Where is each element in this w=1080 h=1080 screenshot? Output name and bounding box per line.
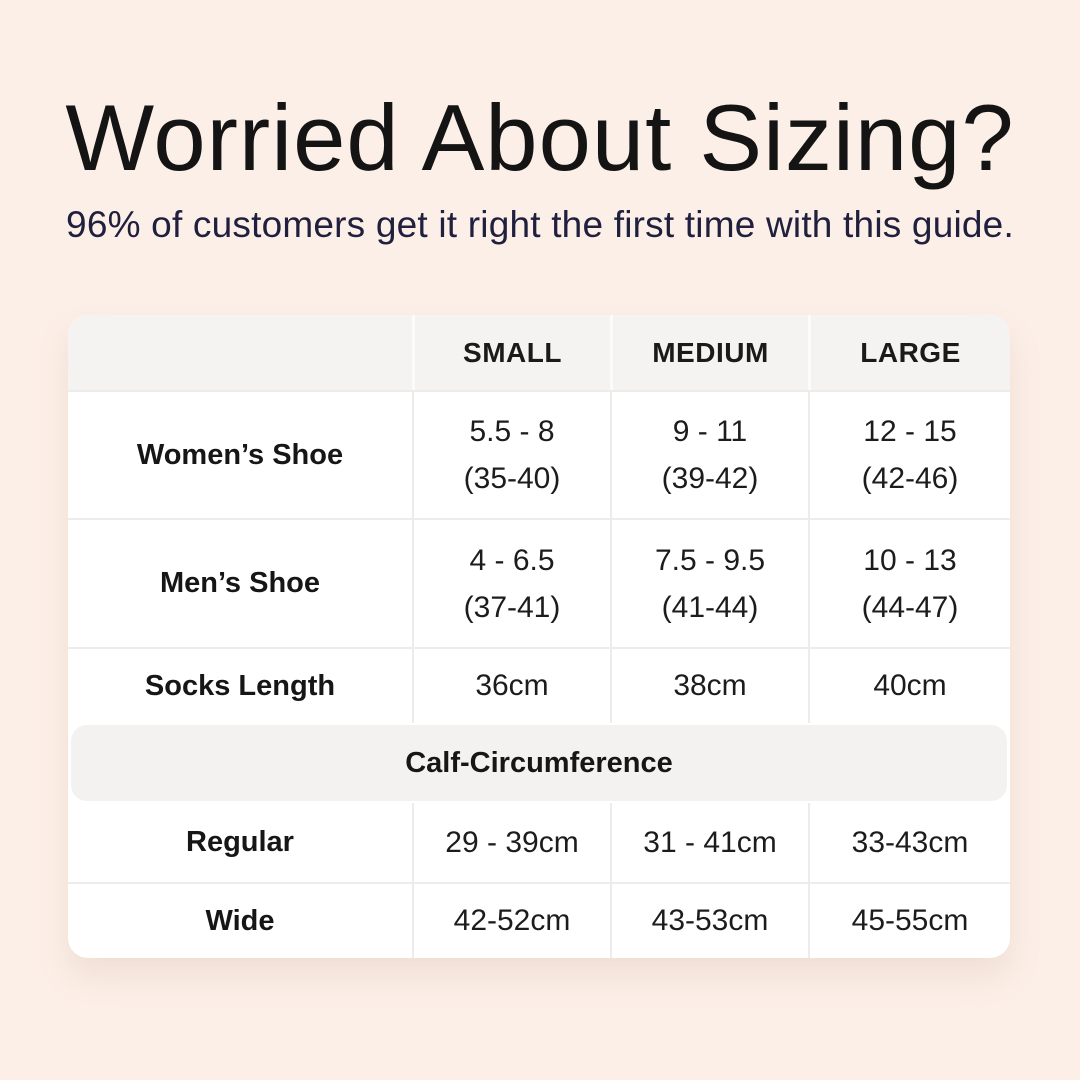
mens-shoe-small: 4 - 6.5 (37-41) xyxy=(412,518,610,647)
column-header-small: SMALL xyxy=(412,315,610,390)
row-label-wide: Wide xyxy=(68,882,412,958)
size-table-corner-cell xyxy=(68,315,412,390)
section-band-row: Calf-Circumference xyxy=(68,723,1010,803)
row-label-mens-shoe: Men’s Shoe xyxy=(68,518,412,647)
mens-shoe-medium: 7.5 - 9.5 (41-44) xyxy=(610,518,808,647)
column-header-medium: MEDIUM xyxy=(610,315,808,390)
shoe-size-eu: (41-44) xyxy=(661,590,759,624)
wide-calf-medium: 43-53cm xyxy=(610,882,808,958)
regular-calf-medium: 31 - 41cm xyxy=(610,803,808,882)
shoe-size-us: 10 - 13 xyxy=(863,543,957,577)
page-subtitle: 96% of customers get it right the first … xyxy=(66,204,1014,245)
shoe-size-eu: (44-47) xyxy=(861,590,959,624)
shoe-size-us: 5.5 - 8 xyxy=(469,415,555,448)
shoe-size-eu: (37-41) xyxy=(463,590,561,624)
shoe-size-eu: (42-46) xyxy=(861,462,959,495)
regular-calf-large: 33-43cm xyxy=(808,803,1010,882)
womens-shoe-medium: 9 - 11 (39-42) xyxy=(610,390,808,518)
wide-calf-small: 42-52cm xyxy=(412,882,610,958)
wide-calf-large: 45-55cm xyxy=(808,882,1010,958)
shoe-size-eu: (35-40) xyxy=(463,462,561,495)
row-label-regular: Regular xyxy=(186,826,294,858)
socks-length-small: 36cm xyxy=(412,647,610,723)
row-label-womens-shoe: Women’s Shoe xyxy=(68,390,412,518)
page-title: Worried About Sizing? xyxy=(65,85,1015,190)
womens-shoe-large: 12 - 15 (42-46) xyxy=(808,390,1010,518)
shoe-size-us: 4 - 6.5 xyxy=(469,543,555,577)
womens-shoe-small: 5.5 - 8 (35-40) xyxy=(412,390,610,518)
socks-length-large: 40cm xyxy=(808,647,1010,723)
column-header-large: LARGE xyxy=(808,315,1010,390)
regular-calf-small: 29 - 39cm xyxy=(412,803,610,882)
shoe-size-us: 9 - 11 xyxy=(672,415,748,448)
row-label-socks-length: Socks Length xyxy=(68,647,412,723)
shoe-size-us: 7.5 - 9.5 xyxy=(654,543,766,577)
socks-length-medium: 38cm xyxy=(610,647,808,723)
mens-shoe-large: 10 - 13 (44-47) xyxy=(808,518,1010,647)
section-header-calf-circumference: Calf-Circumference xyxy=(71,725,1007,801)
shoe-size-us: 12 - 15 xyxy=(863,415,957,448)
size-table: SMALL MEDIUM LARGE Women’s Shoe 5.5 - 8 … xyxy=(68,315,1010,958)
shoe-size-eu: (39-42) xyxy=(661,462,759,495)
